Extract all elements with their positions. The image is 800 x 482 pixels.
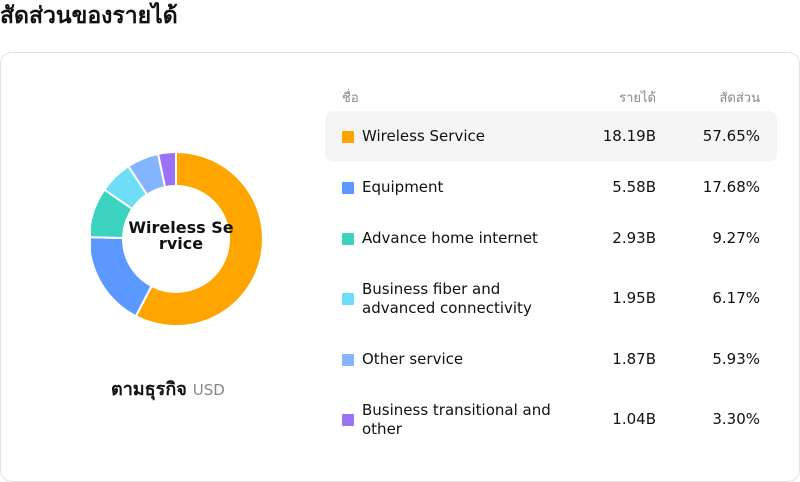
column-header-revenue: รายได้ xyxy=(619,91,656,106)
table-row[interactable]: Advance home internet 2.93B 9.27% xyxy=(325,213,777,264)
row-name: Advance home internet xyxy=(362,229,538,247)
table-body: Wireless Service 18.19B 57.65% Equipment 5.5… xyxy=(325,111,777,455)
table-row[interactable]: Wireless Service 18.19B 57.65% xyxy=(325,111,777,162)
column-header-share: สัดส่วน xyxy=(719,91,761,106)
table-row[interactable]: Business fiber and advanced connectivity… xyxy=(325,264,777,334)
column-header-name: ชื่อ xyxy=(342,91,359,106)
legend-swatch xyxy=(342,293,354,305)
row-name: Equipment xyxy=(362,178,444,196)
row-name: Wireless Service xyxy=(362,127,485,145)
caption-segment: ตามธุรกิจ xyxy=(111,379,187,400)
donut-slice[interactable] xyxy=(91,236,153,318)
legend-swatch xyxy=(342,353,354,366)
legend-swatch xyxy=(342,130,354,143)
page-title: สัดส่วนของรายได้ xyxy=(0,3,178,29)
legend-swatch xyxy=(342,232,354,245)
legend-swatch xyxy=(342,414,354,426)
row-share: 17.68% xyxy=(702,177,760,196)
caption-currency: USD xyxy=(192,381,225,399)
donut-slice[interactable] xyxy=(134,150,264,327)
row-share: 6.17% xyxy=(712,289,760,307)
table-row[interactable]: Business transitional and other 1.04B 3.30… xyxy=(325,385,777,455)
donut-center-label: Wireless Service xyxy=(128,218,234,253)
donut-svg xyxy=(91,150,264,327)
row-revenue: 5.58B xyxy=(612,177,656,196)
row-revenue: 1.87B xyxy=(612,349,656,368)
chart-caption: ตามธุรกิจ USD xyxy=(111,375,225,405)
table-header: ชื่อ รายได้ สัดส่วน xyxy=(325,81,777,111)
row-name: Other service xyxy=(362,350,464,368)
table-row[interactable]: Equipment 5.58B 17.68% xyxy=(325,162,777,213)
row-revenue: 18.19B xyxy=(602,126,656,145)
row-share: 9.27% xyxy=(712,228,760,247)
legend-swatch xyxy=(342,181,354,194)
row-share: 57.65% xyxy=(702,126,760,145)
row-name: Business fiber and advanced connectivity xyxy=(362,280,532,317)
row-revenue: 1.95B xyxy=(612,289,656,307)
row-share: 5.93% xyxy=(712,349,760,368)
table-row[interactable]: Other service 1.87B 5.93% xyxy=(325,334,777,385)
donut-chart: Wireless Service xyxy=(91,150,271,330)
revenue-breakdown-card: Wireless Service ตามธุรกิจ USD ชื่อ รายได… xyxy=(0,52,800,482)
row-share: 3.30% xyxy=(712,410,760,428)
row-name: Business transitional and other xyxy=(362,401,551,438)
row-revenue: 2.93B xyxy=(612,228,656,247)
revenue-table: ชื่อ รายได้ สัดส่วน Wireless Service 18.1… xyxy=(325,81,777,455)
row-revenue: 1.04B xyxy=(612,410,656,428)
donut-slice[interactable] xyxy=(156,150,177,189)
